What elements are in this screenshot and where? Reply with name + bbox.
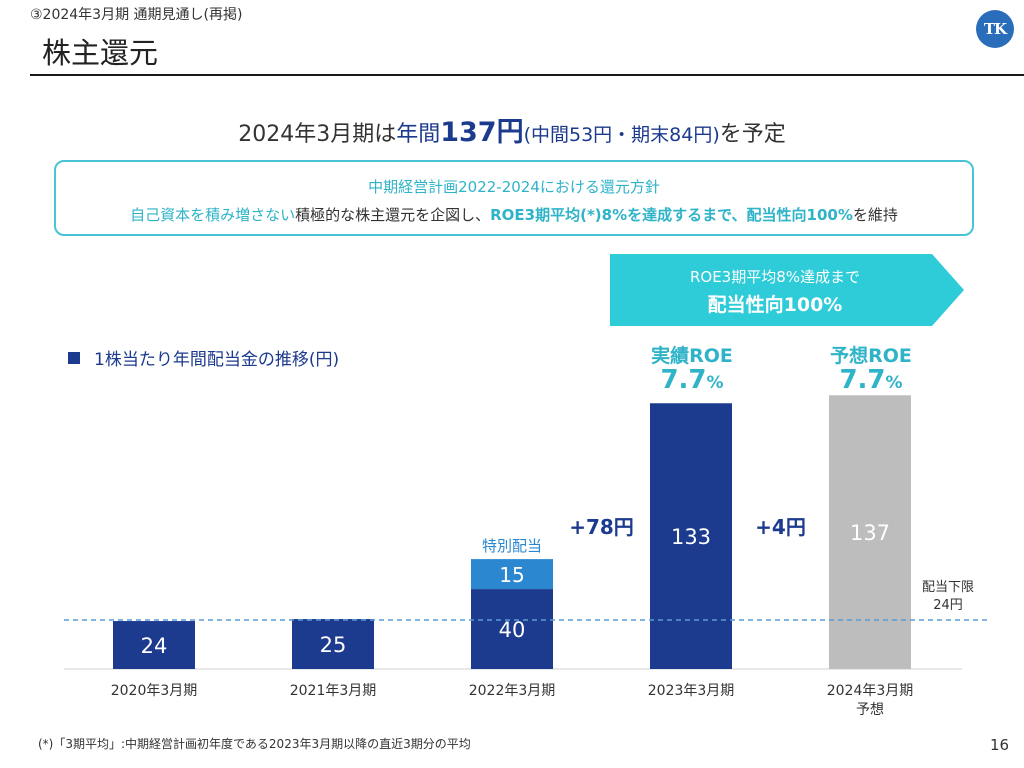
arrow-banner: [610, 254, 964, 326]
special-dividend-label: 特別配当: [482, 537, 542, 555]
bar-value-label: 25: [320, 633, 347, 657]
bar-value-label: 40: [499, 618, 526, 642]
policy-seg1: 自己資本を積み増さない: [130, 206, 296, 224]
page-number: 16: [990, 736, 1010, 754]
x-tick-label: 2023年3月期: [648, 683, 735, 699]
actual-roe-unit: %: [706, 373, 724, 393]
arrow-banner-line1: ROE3期平均8%達成まで: [689, 268, 861, 286]
special-value-label: 15: [499, 563, 524, 587]
chart-legend: 1株当たり年間配当金の推移(円): [68, 345, 339, 370]
policy-seg2: 積極的な株主還元を企図し、: [295, 206, 491, 224]
arrow-banner-line2: 配当性向100%: [707, 294, 843, 316]
x-tick-label: 2024年3月期: [827, 683, 914, 699]
actual-roe-number: 7.7: [660, 365, 707, 395]
bar-4: [650, 403, 732, 669]
section-label: ③2024年3月期 通期見通し(再掲): [30, 7, 243, 23]
bar-value-label: 24: [141, 634, 168, 658]
bar-value-label: 133: [671, 525, 711, 549]
policy-text: 自己資本を積み増さない積極的な株主還元を企図し、ROE3期平均(*)8%を達成す…: [56, 204, 972, 225]
x-tick-label: 2021年3月期: [290, 683, 377, 699]
headline-part5: を予定: [719, 122, 786, 147]
policy-seg4: を維持: [852, 206, 898, 224]
title-divider: [30, 74, 1024, 76]
legend-swatch: [68, 351, 80, 364]
change-label-1: +78円: [569, 515, 634, 539]
x-tick-label: 2020年3月期: [111, 683, 198, 699]
headline-amount: 137円: [440, 117, 524, 148]
chart-title: 1株当たり年間配当金の推移(円): [94, 350, 340, 370]
x-tick-label: 2022年3月期: [469, 683, 556, 699]
bar-value-label: 137: [850, 521, 890, 545]
page-title: 株主還元: [42, 36, 159, 70]
headline-part2: 年間: [396, 122, 441, 147]
bar-5: [829, 395, 911, 669]
policy-seg3: ROE3期平均(*)8%を達成するまで、配当性向100%: [490, 206, 853, 224]
bar-1: [113, 621, 195, 669]
x-tick-sublabel: 予想: [856, 702, 884, 718]
headline: 2024年3月期は年間137円(中間53円・期末84円)を予定: [0, 110, 1024, 149]
footnote: (*)「3期平均」:中期経営計画初年度である2023年3月期以降の直近3期分の平…: [38, 737, 471, 751]
change-label-2: +4円: [755, 515, 806, 539]
min-dividend-value: 24円: [933, 598, 963, 613]
policy-title: 中期経営計画2022-2024における還元方針: [368, 178, 660, 196]
forecast-roe-unit: %: [885, 373, 903, 393]
special-bar-3: [471, 559, 553, 590]
forecast-roe-value: 7.7%: [791, 365, 951, 395]
policy-box: 中期経営計画2022-2024における還元方針 自己資本を積み増さない積極的な株…: [54, 160, 974, 236]
headline-part1: 2024年3月期は: [238, 122, 397, 147]
headline-breakdown: (中間53円・期末84円): [523, 124, 720, 146]
forecast-roe-label: 予想ROE: [830, 345, 912, 367]
actual-roe-value: 7.7%: [612, 365, 772, 395]
arrow-shape: [610, 254, 964, 326]
bar-2: [292, 619, 374, 669]
actual-roe-label: 実績ROE: [651, 345, 733, 367]
forecast-roe-number: 7.7: [839, 365, 886, 395]
min-dividend-label: 配当下限: [922, 580, 974, 595]
company-logo: TK: [976, 10, 1014, 48]
bar-3: [471, 589, 553, 669]
